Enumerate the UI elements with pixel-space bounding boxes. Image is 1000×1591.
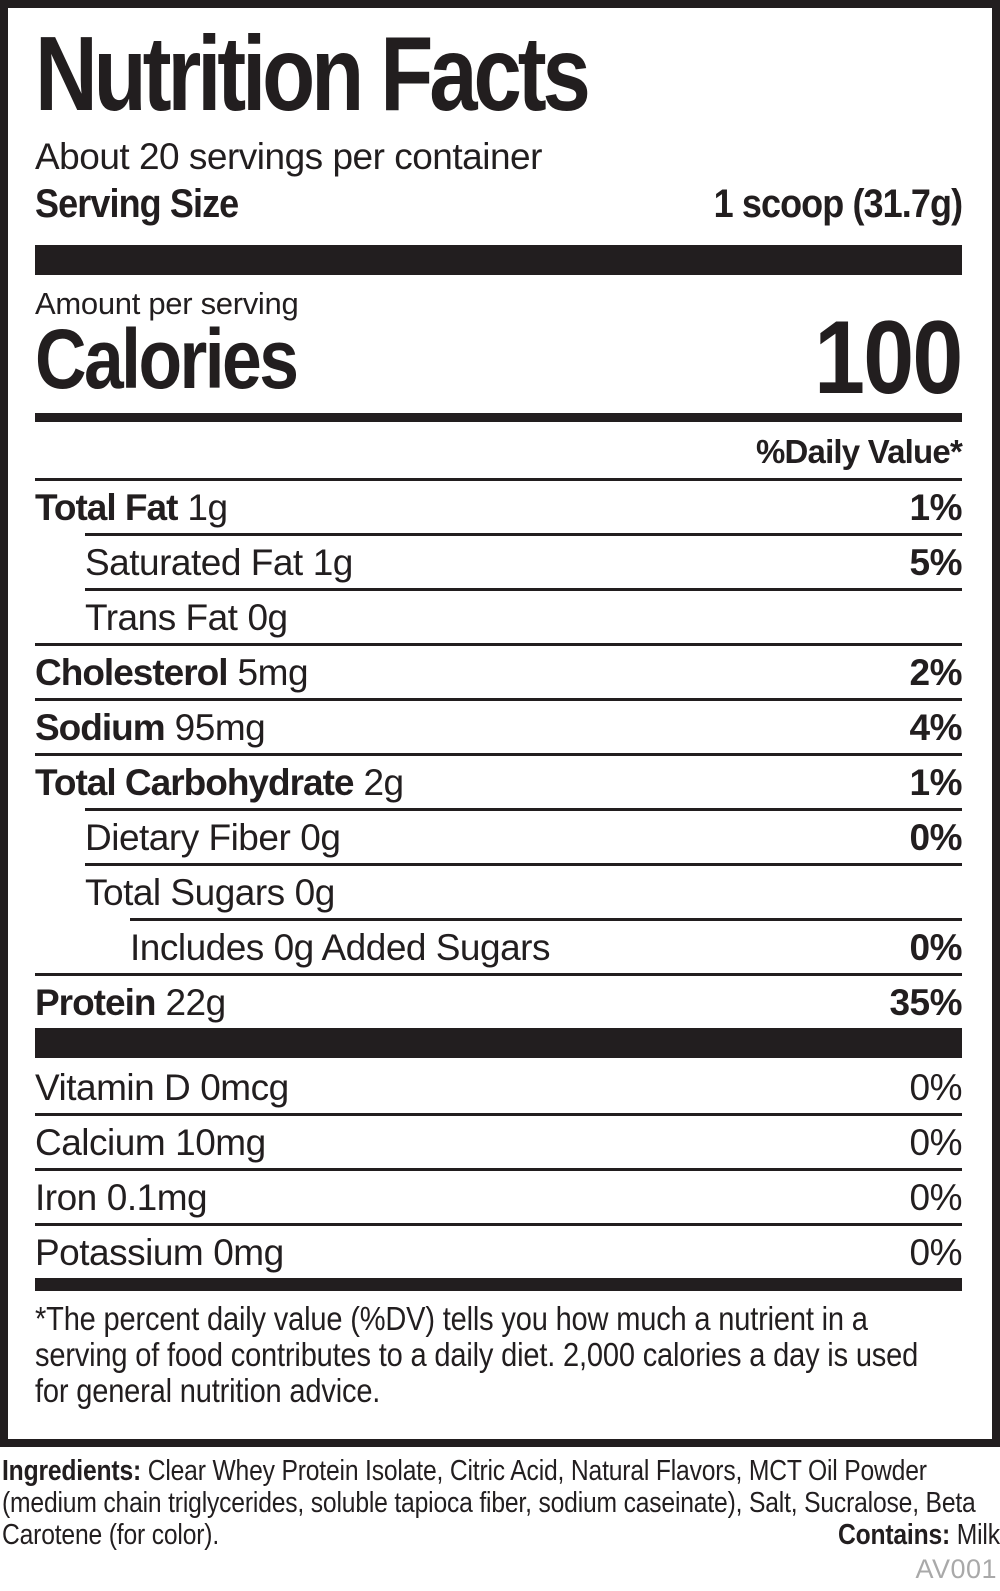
nutrition-facts-panel: Nutrition Facts About 20 servings per co… xyxy=(0,0,1000,1447)
allergen-statement: Contains: Milk xyxy=(829,1519,1000,1551)
nutrient-row-protein: Protein 22g 35% xyxy=(35,973,962,1028)
nutrient-name: Sodium xyxy=(35,707,166,748)
medium-divider-bar xyxy=(35,413,962,422)
nutrient-name: Dietary Fiber xyxy=(85,817,291,858)
footnote-section: *The percent daily value (%DV) tells you… xyxy=(35,1301,962,1409)
nutrient-row-dietary-fiber: Dietary Fiber 0g 0% xyxy=(85,808,963,863)
nutrient-name: Total Carbohydrate xyxy=(35,762,354,803)
nutrient-amount: 0g xyxy=(294,872,336,913)
nutrient-name: Potassium xyxy=(35,1232,204,1273)
nutrient-name: Cholesterol xyxy=(35,652,229,693)
calories-block: Amount per serving Calories 100 xyxy=(35,286,964,416)
amount-per-serving-label: Amount per serving xyxy=(35,286,299,321)
nutrient-amount: 0g xyxy=(247,597,288,638)
nutrient-amount: 0mg xyxy=(213,1232,284,1273)
nutrient-name: Total Sugars xyxy=(85,872,285,913)
servings-per-container: About 20 servings per container xyxy=(35,136,542,177)
thick-divider-bar xyxy=(35,1028,962,1058)
daily-value-footnote: *The percent daily value (%DV) tells you… xyxy=(35,1300,919,1409)
nutrient-amount: 0.1mg xyxy=(106,1177,208,1218)
nutrient-amount: 0g xyxy=(300,817,341,858)
nutrient-name: Iron xyxy=(35,1177,97,1218)
nutrient-row-total-fat: Total Fat 1g 1% xyxy=(35,478,963,533)
nutrient-amount: 2g xyxy=(363,762,404,803)
daily-value: 4% xyxy=(909,707,963,748)
panel-title: Nutrition Facts xyxy=(35,15,591,133)
nutrient-amount: 95mg xyxy=(174,707,266,748)
nutrient-amount: 10mg xyxy=(175,1122,266,1163)
nutrient-amount: 1g xyxy=(187,487,228,528)
ingredients-paragraph: Ingredients: Clear Whey Protein Isolate,… xyxy=(2,1455,1000,1551)
daily-value: 0% xyxy=(909,1122,963,1163)
serving-size-label: Serving Size xyxy=(35,182,239,226)
calories-left-column: Amount per serving Calories xyxy=(35,286,343,406)
nutrient-name: Calcium xyxy=(35,1122,166,1163)
calories-label: Calories xyxy=(35,312,299,406)
ingredients-text: Clear Whey Protein Isolate, Citric Acid,… xyxy=(2,1455,976,1551)
daily-value: 35% xyxy=(889,982,962,1023)
nutrient-amount: 5mg xyxy=(237,652,309,693)
nutrient-amount: 22g xyxy=(165,982,226,1023)
daily-value: 2% xyxy=(909,652,963,693)
nutrient-name: Total Fat xyxy=(35,487,178,528)
ingredients-section: Ingredients: Clear Whey Protein Isolate,… xyxy=(0,1455,1000,1584)
daily-value-header: %Daily Value* xyxy=(755,433,963,470)
daily-value: 5% xyxy=(909,542,963,583)
daily-value: 0% xyxy=(909,817,963,858)
daily-value: 0% xyxy=(909,1067,963,1108)
nutrient-amount: 0mcg xyxy=(200,1067,289,1108)
nutrient-row-total-sugars: Total Sugars 0g xyxy=(85,863,962,918)
product-code: AV001 xyxy=(915,1554,997,1584)
serving-size-value: 1 scoop (31.7g) xyxy=(713,182,962,226)
nutrient-row-saturated-fat: Saturated Fat 1g 5% xyxy=(85,533,963,588)
nutrient-name: Trans Fat xyxy=(85,597,238,638)
nutrient-row-trans-fat: Trans Fat 0g xyxy=(85,588,962,643)
nutrient-name: Vitamin D xyxy=(35,1067,191,1108)
nutrient-row-total-carbohydrate: Total Carbohydrate 2g 1% xyxy=(35,753,963,808)
daily-value: 1% xyxy=(909,487,963,528)
nutrient-name: Protein xyxy=(35,982,156,1023)
small-divider-bar xyxy=(35,1278,962,1291)
nutrient-row-cholesterol: Cholesterol 5mg 2% xyxy=(35,643,963,698)
contains-value: Milk xyxy=(956,1519,1000,1551)
contains-label: Contains: xyxy=(837,1519,951,1551)
daily-value: 0% xyxy=(909,1177,963,1218)
nutrient-row-calcium: Calcium 10mg 0% xyxy=(35,1113,963,1168)
nutrient-row-iron: Iron 0.1mg 0% xyxy=(35,1168,963,1223)
daily-value: 1% xyxy=(909,762,963,803)
nutrient-row-potassium: Potassium 0mg 0% xyxy=(35,1223,963,1278)
nutrient-row-added-sugars: Includes 0g Added Sugars 0% xyxy=(130,918,963,973)
thick-divider-bar xyxy=(35,245,962,275)
calories-value: 100 xyxy=(814,300,964,416)
nutrient-name: Includes 0g Added Sugars xyxy=(130,927,551,968)
nutrient-row-vitamin-d: Vitamin D 0mcg 0% xyxy=(35,1058,963,1113)
nutrient-name: Saturated Fat xyxy=(85,542,303,583)
nutrient-row-sodium: Sodium 95mg 4% xyxy=(35,698,963,753)
ingredients-label: Ingredients: xyxy=(2,1455,142,1487)
nutrient-amount: 1g xyxy=(312,542,354,583)
daily-value: 0% xyxy=(909,1232,963,1273)
serving-size-row: Serving Size 1 scoop (31.7g) xyxy=(35,180,963,228)
daily-value: 0% xyxy=(909,927,963,968)
